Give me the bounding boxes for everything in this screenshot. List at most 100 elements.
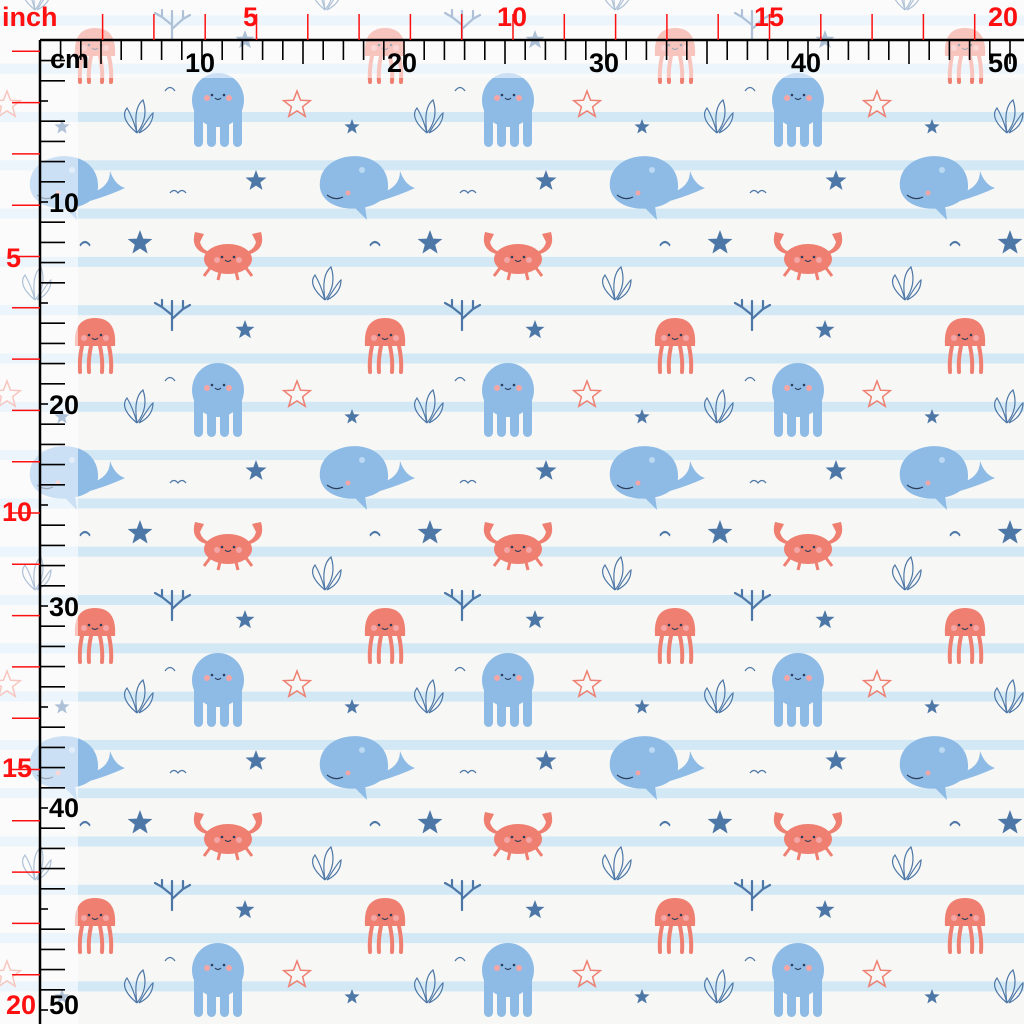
stripe [0,498,1024,509]
seaweed [704,678,734,714]
top-inch-label: 15 [754,2,785,32]
starfish [997,230,1023,254]
seaweed [892,845,922,881]
starfish [417,520,443,544]
octopus [772,653,824,727]
left-cm-label: 30 [49,592,80,622]
jellyfish [944,318,986,374]
starfish [571,88,603,119]
starfish [815,900,835,919]
starfish [281,378,313,409]
starfish [707,520,733,544]
starfish [245,170,267,190]
left-inch-label: 15 [2,753,33,783]
starfish [924,989,940,1004]
stripe [0,643,1024,654]
wave-arc [744,86,756,92]
octopus [772,943,824,1017]
starfish [707,230,733,254]
starfish [634,409,650,424]
starfish [634,989,650,1004]
seaweed [994,388,1024,424]
top-inch-label: 20 [988,2,1019,32]
stripe [0,739,1024,750]
wave-arc [79,820,91,826]
seaweed [892,265,922,301]
wave-arc [949,530,961,536]
wave-arc [749,769,767,774]
whale [609,156,705,220]
starfish [525,900,545,919]
starfish [344,119,360,134]
jellyfish [654,608,696,664]
starfish [344,989,360,1004]
wave-arc [659,531,671,537]
left-inch-label: 5 [6,243,22,273]
wave-arc [454,666,466,672]
octopus [482,363,534,437]
starfish [634,119,650,134]
starfish [815,320,835,339]
whale [319,156,415,220]
top-cm-label: 50 [988,48,1019,78]
octopus [772,73,824,147]
starfish [815,610,835,629]
stripe [0,884,1024,895]
wave-arc [369,241,381,247]
wave-arc [369,531,381,537]
crab [193,812,263,861]
jellyfish [364,898,406,954]
seaweed [124,968,154,1004]
starfish [281,88,313,119]
wave-arc [459,769,477,774]
stripe [0,208,1024,219]
whale [319,736,415,800]
wave-arc [459,189,477,194]
wave-arc [164,376,176,382]
wave-arc [949,531,961,537]
wave-arc [454,86,466,92]
coral [153,878,192,912]
seaweed [602,845,632,881]
seaweed [602,555,632,591]
starfish [634,699,650,714]
seaweed [124,678,154,714]
starfish [344,699,360,714]
coral [733,588,772,622]
wave-arc [79,531,91,537]
starfish [235,320,255,339]
octopus [482,73,534,147]
seaweed [994,98,1024,134]
stripe [0,933,1024,944]
starfish [924,409,940,424]
jellyfish [364,318,406,374]
starfish [924,119,940,134]
starfish [997,810,1023,834]
seaweed [414,968,444,1004]
wave-arc [169,189,187,194]
wave-arc [454,376,466,382]
stripe [0,788,1024,799]
wave-arc [79,821,91,827]
coral [153,298,192,332]
starfish [535,170,557,190]
whale [899,736,995,800]
crab [773,522,843,571]
starfish [861,88,893,119]
jellyfish [74,318,116,374]
octopus [482,653,534,727]
seaweed [414,678,444,714]
jellyfish [944,898,986,954]
starfish [571,958,603,989]
starfish [127,520,153,544]
wave-arc [749,479,767,484]
wave-arc [169,769,187,774]
whale [899,446,995,510]
whale [319,446,415,510]
wave-arc [164,86,176,92]
seaweed [414,388,444,424]
wave-arc [459,479,477,484]
starfish [281,668,313,699]
crab [193,522,263,571]
